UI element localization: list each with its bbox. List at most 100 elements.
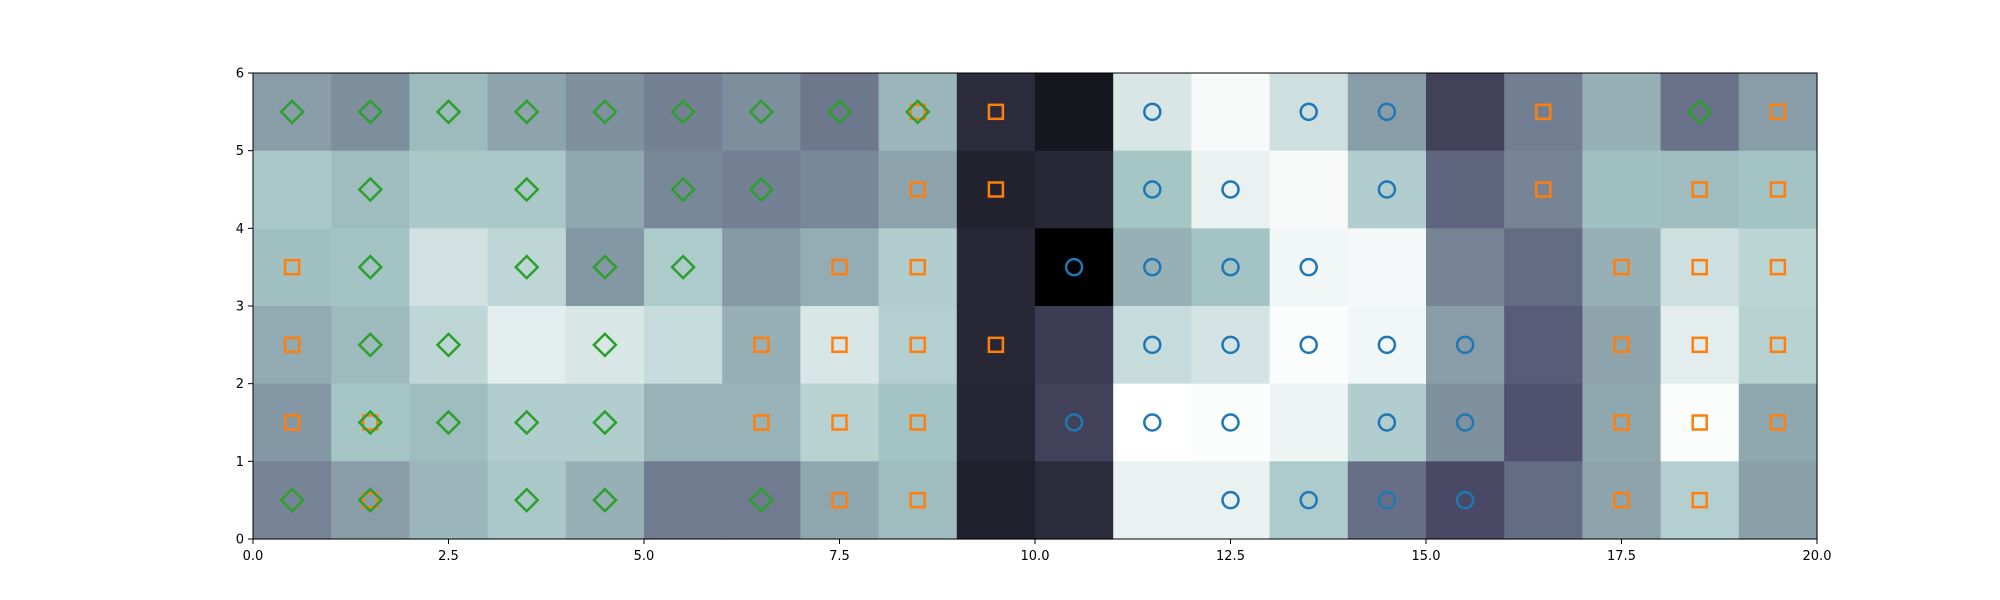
- diamond-marker: [670, 176, 696, 203]
- heatmap-cell: [1035, 306, 1114, 385]
- heatmap-cell: [409, 150, 489, 229]
- heatmap-cell: [1738, 461, 1818, 540]
- square-marker: [1691, 336, 1708, 354]
- circle-marker: [1455, 490, 1475, 510]
- heatmap-cell: [1582, 73, 1662, 152]
- heatmap-cell: [253, 228, 332, 307]
- heatmap-cell: [800, 383, 880, 462]
- heatmap-cell: [1347, 306, 1427, 385]
- heatmap-cell: [878, 461, 958, 540]
- circle-marker: [1143, 257, 1162, 277]
- diamond-marker: [513, 254, 540, 280]
- diamond-marker: [592, 254, 618, 280]
- heatmap-cell: [1191, 73, 1271, 152]
- diamond-marker: [904, 99, 931, 125]
- heatmap-cell: [722, 383, 801, 462]
- y-tick-label: 1: [236, 455, 244, 470]
- heatmap-cell: [1504, 228, 1583, 307]
- x-tick-label: 15.0: [1412, 549, 1441, 564]
- heatmap-cell: [1113, 383, 1192, 462]
- square-marker: [362, 491, 379, 509]
- heatmap-cell: [722, 228, 801, 307]
- heatmap-cell: [1035, 383, 1114, 462]
- square-marker: [987, 181, 1005, 198]
- heatmap-cell: [331, 73, 410, 152]
- heatmap-cell: [1269, 73, 1349, 152]
- heatmap-cell: [1113, 228, 1192, 307]
- heatmap-cell: [409, 383, 489, 462]
- diamond-marker: [748, 487, 775, 513]
- y-tick-label: 4: [236, 222, 244, 237]
- circle-marker: [1377, 102, 1397, 122]
- diamond-marker: [513, 176, 540, 203]
- heatmap-cell: [722, 461, 801, 540]
- heatmap-cell: [331, 383, 410, 462]
- square-marker: [283, 336, 301, 354]
- heatmap-cell: [487, 383, 567, 462]
- heatmap-cell: [565, 306, 645, 385]
- heatmap-cell: [1113, 461, 1192, 540]
- heatmap-cell: [565, 73, 645, 152]
- y-tick-label: 0: [236, 533, 244, 548]
- diamond-marker: [826, 99, 853, 125]
- diamond-marker: [513, 487, 540, 513]
- square-marker: [1535, 103, 1552, 121]
- heatmap-cell: [1035, 461, 1114, 540]
- heatmap-cell: [1269, 228, 1349, 307]
- circle-marker: [1064, 413, 1084, 432]
- square-marker: [909, 181, 926, 198]
- square-marker: [362, 414, 379, 431]
- heatmap-cell: [1582, 383, 1662, 462]
- x-tick-label: 12.5: [1216, 549, 1245, 564]
- x-tick-label: 20.0: [1803, 549, 1832, 564]
- circle-marker: [1455, 335, 1475, 355]
- diamond-marker: [592, 409, 618, 436]
- heatmap-cell: [1426, 306, 1505, 385]
- diamond-marker: [1686, 99, 1713, 125]
- circle-marker: [1377, 180, 1397, 199]
- square-marker: [909, 414, 926, 431]
- square-marker: [753, 414, 770, 431]
- circle-marker: [1143, 335, 1162, 355]
- heatmap-cell: [487, 228, 567, 307]
- heatmap-cell: [644, 73, 723, 152]
- y-tick-label: 3: [236, 300, 244, 315]
- heatmap-cell: [1426, 150, 1505, 229]
- heatmap-cell: [956, 306, 1036, 385]
- diamond-marker: [592, 99, 618, 125]
- circle-marker: [1377, 413, 1397, 432]
- heatmap-cell: [644, 383, 723, 462]
- square-marker: [909, 258, 926, 276]
- diamond-marker: [592, 487, 618, 513]
- circle-marker: [1221, 335, 1240, 355]
- square-marker: [987, 103, 1005, 121]
- heatmap-cell: [644, 228, 723, 307]
- heatmap-cell: [1191, 383, 1271, 462]
- diamond-marker: [670, 254, 696, 280]
- heatmap-cell: [1347, 461, 1427, 540]
- heatmap-cell: [1426, 73, 1505, 152]
- circle-marker: [1221, 257, 1240, 277]
- square-marker: [831, 336, 848, 354]
- square-marker: [909, 103, 926, 121]
- square-marker: [1769, 103, 1787, 121]
- x-tick-label: 7.5: [829, 549, 850, 564]
- heatmap-cell: [1582, 150, 1662, 229]
- diamond-marker: [592, 332, 618, 358]
- heatmap-cell: [1035, 73, 1114, 152]
- heatmap-cell: [331, 228, 410, 307]
- diamond-marker: [670, 99, 696, 125]
- heatmap-cell: [956, 73, 1036, 152]
- heatmap-cell: [1738, 228, 1818, 307]
- heatmap-cell: [878, 306, 958, 385]
- heatmap-cell: [1347, 383, 1427, 462]
- x-tick-label: 17.5: [1607, 549, 1636, 564]
- circle-marker: [1143, 413, 1162, 432]
- heatmap-cell: [1504, 73, 1583, 152]
- heatmap-cell: [1347, 73, 1427, 152]
- square-marker: [1691, 258, 1708, 276]
- heatmap-cell: [565, 383, 645, 462]
- diamond-marker: [279, 487, 305, 513]
- heatmap-cell: [409, 306, 489, 385]
- heatmap-cell: [1660, 306, 1740, 385]
